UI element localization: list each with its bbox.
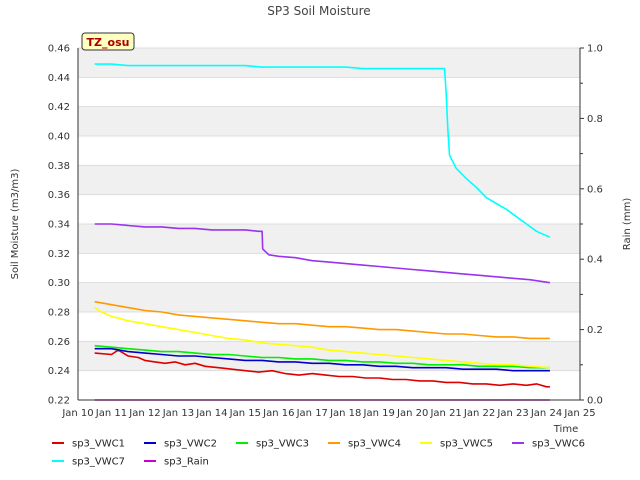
legend-label: sp3_Rain: [164, 457, 209, 468]
legend-label: sp3_VWC7: [72, 457, 125, 468]
x-tick-label: Jan 18: [329, 408, 361, 419]
y-tick-label: 0.42: [48, 102, 70, 113]
legend-item: sp3_VWC1: [52, 439, 125, 450]
legend-label: sp3_VWC4: [348, 439, 401, 450]
legend: sp3_VWC1 sp3_VWC2 sp3_VWC3 sp3_VWC4 sp3_VWC5…: [52, 439, 585, 468]
x-tick-label: Jan 11: [95, 408, 127, 419]
legend-label: sp3_VWC3: [256, 439, 309, 450]
series-line-sp3_VWC6: [94, 223, 551, 284]
plot-band: [78, 165, 580, 195]
station-tag-text: TZ_osu: [87, 36, 130, 49]
legend-item: sp3_VWC5: [420, 439, 493, 450]
plot-band: [78, 106, 580, 136]
y2-axis-title: Rain (mm): [622, 198, 633, 251]
y-tick-label: 0.28: [48, 308, 70, 319]
legend-item: sp3_VWC2: [144, 439, 217, 450]
x-tick-label: Jan 20: [396, 408, 428, 419]
y-tick-label: 0.24: [48, 366, 70, 377]
series-line-sp3_VWC4: [94, 300, 550, 340]
series-line-sp3_VWC5: [94, 306, 550, 369]
plot-bands: [78, 48, 580, 371]
y-axis-title: Soil Moisture (m3/m3): [10, 169, 21, 280]
y-tick-label: 0.32: [48, 249, 70, 260]
tick-labels: 0.220.240.260.280.300.320.340.360.380.40…: [48, 44, 603, 420]
plot-band: [78, 282, 580, 312]
legend-label: sp3_VWC2: [164, 439, 217, 450]
axes: [77, 47, 584, 401]
x-tick-label: Jan 23: [496, 408, 528, 419]
y2-tick-label: 0.4: [587, 255, 603, 266]
y2-tick-label: 0.2: [587, 325, 603, 336]
x-tick-label: Jan 10: [61, 408, 93, 419]
y-tick-label: 0.44: [48, 73, 70, 84]
x-tick-label: Jan 24: [530, 408, 562, 419]
legend-item: sp3_VWC7: [52, 457, 125, 468]
series-line-sp3_VWC2: [94, 347, 550, 372]
x-tick-label: Jan 14: [195, 408, 227, 419]
y2-tick-label: 0.6: [587, 184, 603, 195]
grid-lines: [78, 47, 580, 401]
y2-tick-label: 1.0: [587, 44, 603, 55]
y-tick-label: 0.36: [48, 190, 70, 201]
legend-item: sp3_VWC6: [512, 439, 585, 450]
plot-band: [78, 224, 580, 254]
x-axis-title: Time: [553, 424, 578, 435]
y-tick-label: 0.38: [48, 161, 70, 172]
series-line-sp3_VWC1: [94, 349, 550, 388]
x-tick-label: Jan 12: [128, 408, 160, 419]
y-tick-label: 0.40: [48, 132, 70, 143]
y-tick-label: 0.46: [48, 44, 70, 55]
legend-label: sp3_VWC5: [440, 439, 493, 450]
legend-item: sp3_VWC3: [236, 439, 309, 450]
station-tag: TZ_osu: [81, 32, 135, 51]
y-tick-label: 0.26: [48, 337, 70, 348]
y2-tick-label: 0.0: [587, 396, 603, 407]
plot-band: [78, 48, 580, 78]
chart-title: SP3 Soil Moisture: [267, 4, 370, 18]
x-tick-label: Jan 13: [162, 408, 194, 419]
x-tick-label: Jan 15: [229, 408, 261, 419]
x-tick-label: Jan 17: [296, 408, 328, 419]
legend-label: sp3_VWC6: [532, 439, 585, 450]
legend-label: sp3_VWC1: [72, 439, 125, 450]
x-tick-label: Jan 16: [262, 408, 294, 419]
x-tick-label: Jan 25: [563, 408, 595, 419]
y-tick-label: 0.34: [48, 220, 70, 231]
x-tick-label: Jan 21: [429, 408, 461, 419]
series-line-sp3_VWC7: [94, 63, 551, 238]
x-tick-label: Jan 19: [363, 408, 395, 419]
y-tick-label: 0.22: [48, 396, 70, 407]
legend-item: sp3_Rain: [144, 457, 209, 468]
y2-tick-label: 0.8: [587, 114, 603, 125]
legend-item: sp3_VWC4: [328, 439, 401, 450]
y-tick-label: 0.30: [48, 278, 70, 289]
x-tick-label: Jan 22: [463, 408, 495, 419]
series-line-sp3_VWC3: [94, 344, 550, 369]
